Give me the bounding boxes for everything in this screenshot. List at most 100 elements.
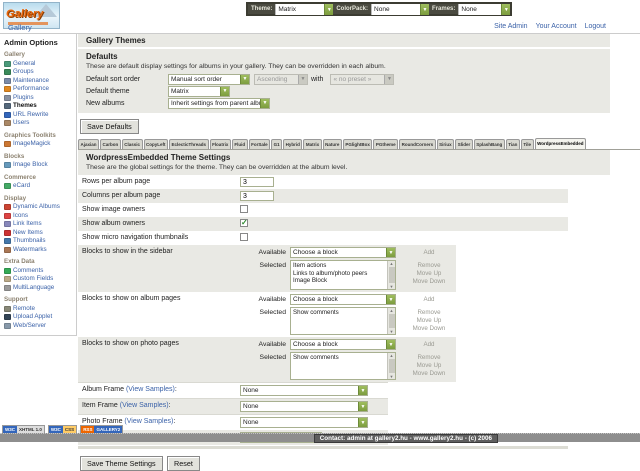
sidebar-item[interactable]: Themes: [4, 102, 75, 111]
theme-tab[interactable]: Siriux: [436, 139, 455, 149]
theme-tab[interactable]: Ajaxian: [78, 139, 100, 149]
selected-block-option[interactable]: Image Block: [293, 277, 328, 284]
sort-order-select[interactable]: Manual sort order ▼: [168, 73, 250, 85]
album-frame-select[interactable]: None ▼: [240, 385, 368, 396]
scroll-down-icon[interactable]: ▼: [389, 329, 394, 334]
scroll-down-icon[interactable]: ▼: [389, 284, 394, 289]
sidebar-item[interactable]: Groups: [4, 68, 75, 77]
frames-select[interactable]: None ▼: [458, 4, 511, 15]
theme-tab[interactable]: Matrix: [303, 139, 322, 149]
move-down-link[interactable]: Move Down: [412, 278, 446, 285]
scrollbar-thumb[interactable]: [388, 267, 395, 283]
theme-tab[interactable]: EclecticThreads: [169, 139, 209, 149]
sidebar-item[interactable]: Performance: [4, 85, 75, 94]
reset-button[interactable]: Reset: [167, 456, 200, 471]
sidebar-item[interactable]: ImageMagick: [4, 140, 75, 149]
move-up-link[interactable]: Move Up: [416, 317, 442, 324]
scroll-up-icon[interactable]: ▲: [389, 308, 394, 313]
selected-block-option[interactable]: Show comments: [293, 354, 339, 361]
scrollbar-thumb[interactable]: [388, 314, 395, 328]
sidebar-item[interactable]: General: [4, 60, 75, 69]
sidebar-item[interactable]: MultiLanguage: [4, 284, 75, 293]
scroll-up-icon[interactable]: ▲: [389, 353, 394, 358]
sidebar-item[interactable]: Icons: [4, 212, 75, 221]
new-albums-select[interactable]: Inherit settings from parent album ▼: [168, 97, 270, 109]
theme-tab[interactable]: G1: [271, 139, 283, 149]
sidebar-item[interactable]: Watermarks: [4, 246, 75, 255]
sidebar-item[interactable]: Thumbnails: [4, 237, 75, 246]
remove-link[interactable]: Remove: [417, 309, 441, 316]
sidebar-item[interactable]: Dynamic Albums: [4, 203, 75, 212]
theme-tab[interactable]: SplashBang: [473, 139, 505, 149]
sidebar-blocks-available-select[interactable]: Choose a block ▼: [290, 247, 396, 258]
theme-tab[interactable]: CopyLeft: [143, 139, 169, 149]
columns-per-page-input[interactable]: [240, 191, 274, 201]
sidebar-item[interactable]: Upload Applet: [4, 313, 75, 322]
sidebar-item[interactable]: eCard: [4, 182, 75, 191]
show-album-owners-checkbox[interactable]: [240, 218, 248, 227]
theme-tab[interactable]: Fluid: [231, 139, 248, 149]
theme-tab[interactable]: Hybrid: [283, 139, 303, 149]
photo-blocks-selected-list[interactable]: Show comments ▲ ▼: [290, 352, 396, 380]
sidebar-item[interactable]: New Items: [4, 229, 75, 238]
theme-tab[interactable]: PGlightBox: [342, 139, 373, 149]
sidebar-item[interactable]: Comments: [4, 267, 75, 276]
item-frame-select[interactable]: None ▼: [240, 401, 368, 412]
sidebar-item[interactable]: Custom Fields: [4, 275, 75, 284]
album-blocks-add-link[interactable]: Add: [423, 296, 435, 303]
gallery-home-link[interactable]: Gallery: [8, 23, 32, 32]
nav-link[interactable]: Your Account: [535, 23, 577, 30]
photo-blocks-available-select[interactable]: Choose a block ▼: [290, 339, 396, 350]
scroll-up-icon[interactable]: ▲: [389, 261, 394, 266]
remove-link[interactable]: Remove: [417, 262, 441, 269]
selected-block-option[interactable]: Item actions: [293, 262, 327, 269]
album-blocks-selected-list[interactable]: Show comments ▲ ▼: [290, 307, 396, 335]
scrollbar[interactable]: ▲ ▼: [387, 261, 395, 289]
theme-tab[interactable]: RoundCorners: [399, 139, 436, 149]
nav-link[interactable]: Site Admin: [494, 23, 528, 30]
scrollbar[interactable]: ▲ ▼: [387, 308, 395, 334]
gallery-logo[interactable]: Gallery: [3, 2, 60, 29]
move-up-link[interactable]: Move Up: [416, 362, 442, 369]
save-theme-settings-button[interactable]: Save Theme Settings: [80, 456, 163, 471]
remove-link[interactable]: Remove: [417, 354, 441, 361]
scrollbar-thumb[interactable]: [388, 359, 395, 373]
theme-tab[interactable]: Tile: [520, 139, 534, 149]
sidebar-item[interactable]: Maintenance: [4, 77, 75, 86]
move-up-link[interactable]: Move Up: [416, 270, 442, 277]
photo-frame-view-samples-link[interactable]: (View Samples): [124, 418, 174, 425]
sidebar-item[interactable]: Web/Server: [4, 322, 75, 331]
save-defaults-button[interactable]: Save Defaults: [80, 119, 139, 134]
scroll-down-icon[interactable]: ▼: [389, 374, 394, 379]
sidebar-item[interactable]: Link Items: [4, 220, 75, 229]
theme-tab[interactable]: Carbon: [100, 139, 121, 149]
show-micro-nav-checkbox[interactable]: [240, 233, 248, 241]
move-down-link[interactable]: Move Down: [412, 370, 446, 377]
theme-tab[interactable]: Floatrix: [209, 139, 231, 149]
scrollbar[interactable]: ▲ ▼: [387, 353, 395, 379]
sidebar-blocks-add-link[interactable]: Add: [423, 249, 435, 256]
photo-blocks-add-link[interactable]: Add: [423, 341, 435, 348]
photo-frame-select[interactable]: None ▼: [240, 417, 368, 428]
show-image-owners-checkbox[interactable]: [240, 205, 248, 213]
theme-select[interactable]: Matrix ▼: [275, 4, 334, 15]
colorpack-select[interactable]: None ▼: [371, 4, 430, 15]
rows-per-page-input[interactable]: [240, 177, 274, 187]
theme-tab[interactable]: ForSale: [248, 139, 271, 149]
album-blocks-available-select[interactable]: Choose a block ▼: [290, 294, 396, 305]
sidebar-item[interactable]: Plugins: [4, 94, 75, 103]
sidebar-item[interactable]: URL Rewrite: [4, 111, 75, 120]
move-down-link[interactable]: Move Down: [412, 325, 446, 332]
sidebar-blocks-selected-list[interactable]: Item actions Links to album/photo peers …: [290, 260, 396, 290]
theme-tab[interactable]: Slider: [455, 139, 473, 149]
item-frame-view-samples-link[interactable]: (View Samples): [119, 402, 169, 409]
album-frame-view-samples-link[interactable]: (View Samples): [125, 386, 175, 393]
sidebar-item[interactable]: Image Block: [4, 161, 75, 170]
theme-tab[interactable]: PGtheme: [373, 139, 399, 149]
sidebar-item[interactable]: Users: [4, 119, 75, 128]
theme-tab[interactable]: Tian: [505, 139, 520, 149]
nav-link[interactable]: Logout: [584, 23, 606, 30]
theme-tab[interactable]: Nature: [322, 139, 342, 149]
sidebar-item[interactable]: Remote: [4, 305, 75, 314]
default-theme-select[interactable]: Matrix ▼: [168, 85, 230, 97]
